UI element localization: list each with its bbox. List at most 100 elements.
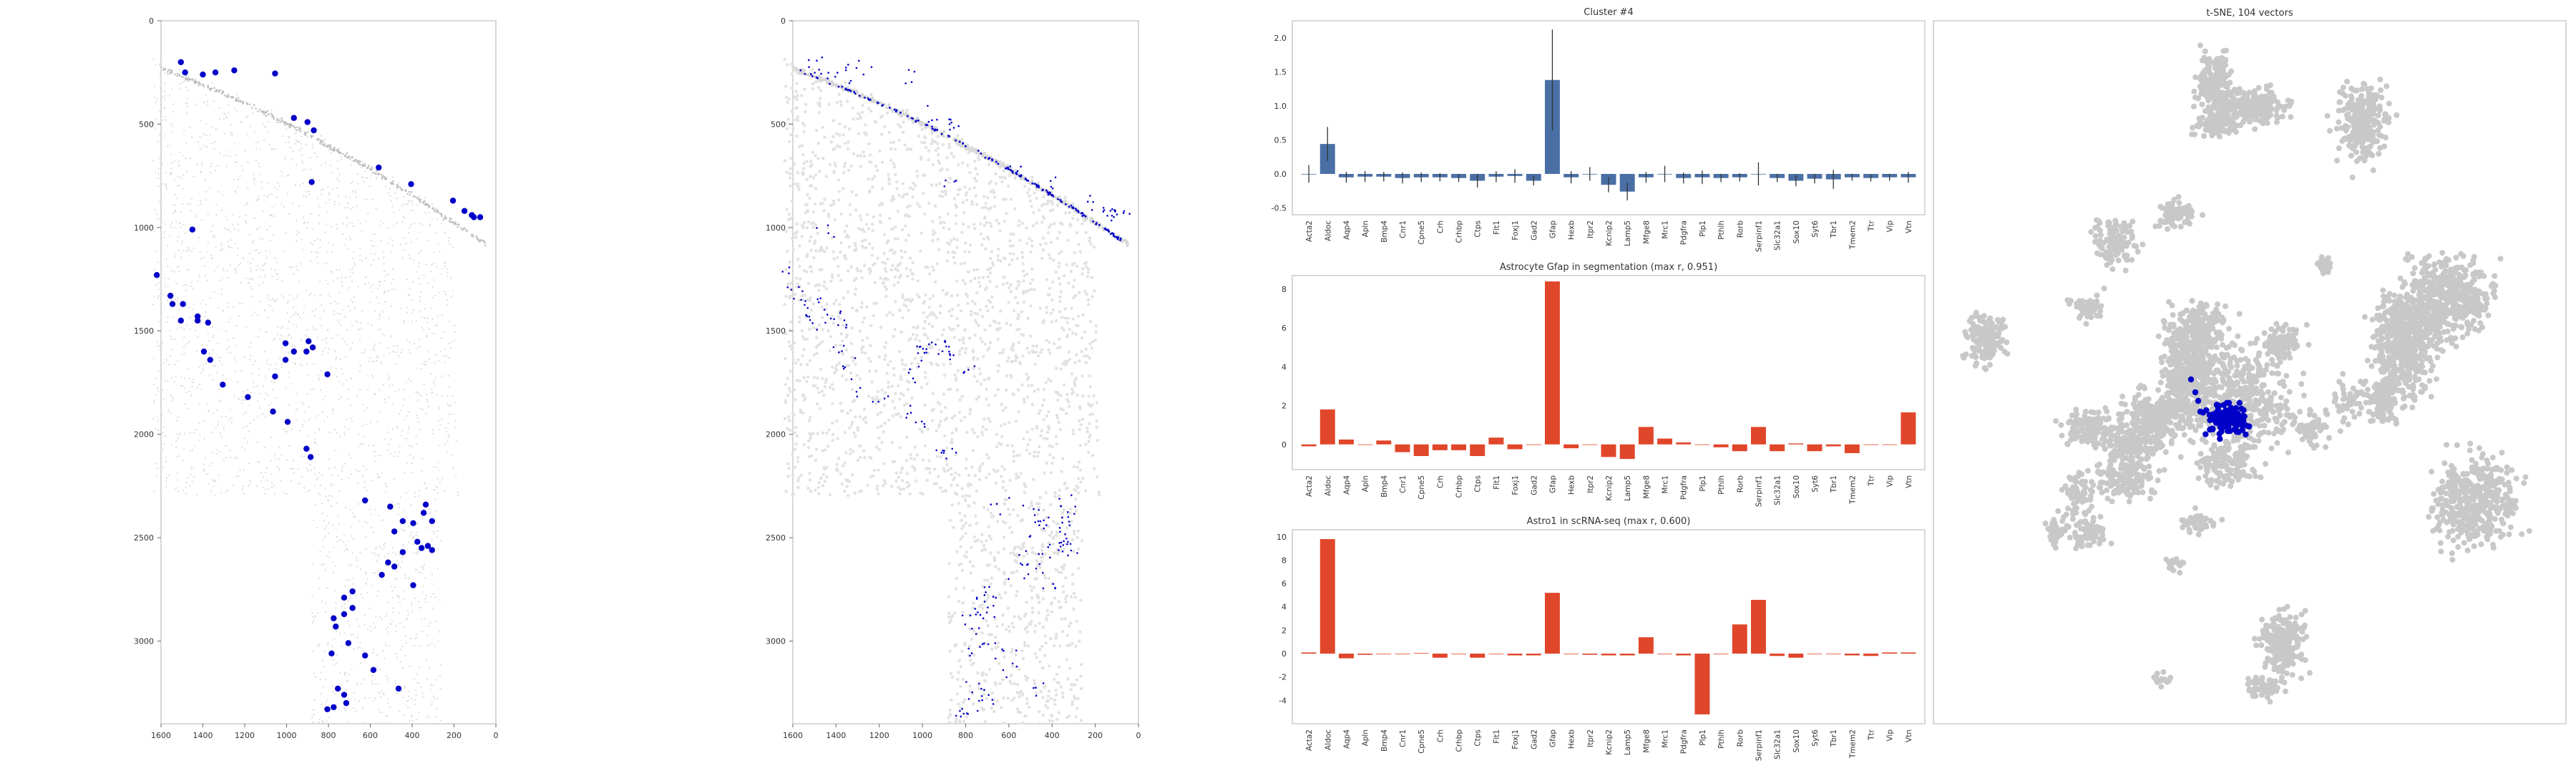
highlight-cell [410, 582, 416, 588]
segmentation-cell [1031, 349, 1034, 352]
tissue-dot [235, 154, 237, 155]
segmentation-cell [1024, 714, 1027, 717]
tissue-dot [439, 481, 441, 482]
tissue-dot [189, 316, 190, 318]
segmentation-cell [948, 709, 951, 712]
segmentation-cell [1081, 267, 1084, 270]
tissue-dot [364, 283, 366, 285]
segmentation-cell [968, 407, 971, 410]
segmentation-cell [997, 222, 1000, 225]
tissue-dot [218, 422, 219, 423]
tissue-dot [302, 349, 303, 351]
y-tick-label: 0 [149, 16, 154, 26]
tissue-dot [206, 251, 208, 253]
segmentation-cell [1094, 331, 1097, 334]
segmentation-cell [1020, 689, 1023, 692]
segmentation-cell [859, 269, 862, 272]
segmentation-cell [1061, 362, 1064, 365]
tissue-dot [406, 642, 407, 644]
tissue-dot [375, 616, 376, 617]
segmentation-cell [994, 636, 997, 639]
tissue-dot [178, 455, 180, 457]
tissue-dot [386, 679, 388, 681]
segmentation-cell [1010, 648, 1013, 651]
tissue-dot [410, 210, 411, 211]
tissue-dot [351, 160, 353, 162]
tissue-dot [244, 205, 245, 206]
segmentation-cell [876, 256, 879, 259]
tissue-dot [205, 135, 207, 136]
segmentation-cell [784, 84, 787, 87]
tissue-dot [410, 638, 411, 639]
segmentation-cell [821, 157, 824, 160]
segmentation-cell [836, 256, 839, 259]
tissue-dot [188, 391, 190, 392]
tissue-dot [170, 174, 172, 175]
tissue-dot [236, 457, 238, 459]
tissue-dot [254, 183, 255, 185]
tissue-dot [381, 691, 383, 692]
segmentation-cell [864, 238, 867, 241]
segmentation-cell [1003, 468, 1006, 471]
segmentation-cell [841, 187, 844, 190]
tissue-dot [270, 225, 271, 226]
tissue-dot [423, 275, 424, 276]
segmentation-cell [975, 522, 978, 525]
tissue-dot [296, 269, 298, 271]
segmentation-cell [839, 251, 841, 253]
tissue-dot [369, 697, 370, 699]
tissue-dot [219, 451, 220, 452]
tissue-dot [373, 699, 374, 701]
tissue-dot [437, 548, 439, 550]
tissue-dot [291, 266, 293, 268]
highlight-cell [213, 69, 218, 75]
y-tick-label: 1000 [134, 223, 154, 233]
tissue-dot [203, 257, 205, 258]
segmentation-cell [1086, 430, 1089, 433]
tissue-dot [223, 113, 225, 115]
segmentation-cell [927, 427, 930, 430]
segmentation-cell [808, 197, 811, 200]
tissue-dot [433, 252, 434, 253]
tissue-dot [439, 470, 440, 471]
tissue-dot [448, 357, 449, 359]
tissue-dot [361, 310, 363, 311]
segmentation-cell [941, 490, 944, 493]
tissue-dot [444, 490, 446, 492]
segmentation-cell [965, 347, 967, 350]
segmentation-cell [926, 479, 929, 482]
segmentation-cell [957, 671, 960, 674]
tissue-dot [263, 487, 264, 488]
tissue-dot [193, 432, 195, 434]
tissue-dot [186, 102, 187, 104]
tissue-dot [450, 277, 452, 278]
segmentation-cell [957, 502, 960, 505]
segmentation-cell [859, 228, 862, 231]
segmentation-cell [995, 481, 997, 484]
tissue-dot [167, 316, 168, 318]
tissue-dot [386, 228, 388, 229]
tissue-dot [404, 510, 405, 511]
tissue-dot [307, 131, 308, 132]
tissue-dot [326, 525, 327, 527]
tissue-dot [217, 343, 218, 344]
tissue-dot [365, 536, 366, 538]
highlight-cell [450, 198, 456, 203]
segmentation-cell [905, 379, 908, 382]
segmentation-cell [957, 188, 960, 191]
tissue-dot [226, 116, 228, 117]
tissue-dot [374, 455, 376, 457]
segmentation-cell [916, 293, 919, 296]
segmentation-cell [1052, 520, 1055, 523]
tissue-dot [369, 287, 371, 288]
tissue-dot [274, 187, 275, 188]
segmentation-cell [932, 314, 935, 316]
segmentation-cell [1050, 530, 1053, 533]
segmentation-cell [1037, 354, 1040, 357]
tissue-dot [438, 429, 439, 430]
tissue-dot [376, 297, 377, 299]
tissue-dot [348, 389, 349, 390]
tissue-dot [283, 296, 284, 298]
segmentation-cell [1031, 403, 1034, 406]
tissue-dot [378, 455, 379, 456]
